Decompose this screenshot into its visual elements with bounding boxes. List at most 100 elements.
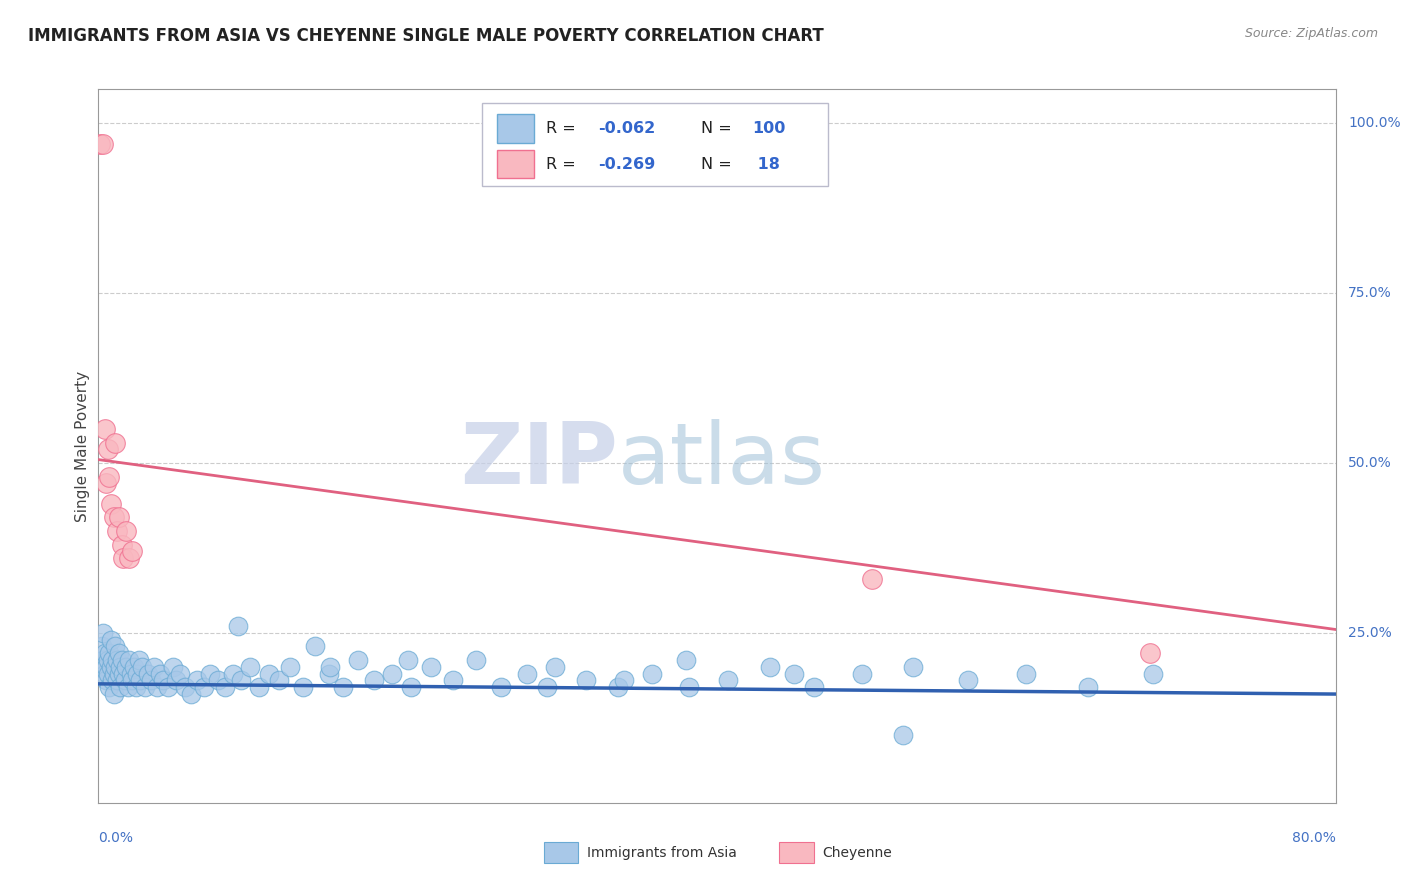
Point <box>108 680 131 694</box>
Point <box>114 673 136 688</box>
Point <box>675 653 697 667</box>
Text: Source: ZipAtlas.com: Source: ZipAtlas.com <box>1244 27 1378 40</box>
Point <box>105 673 128 688</box>
Point <box>157 680 180 694</box>
Point <box>115 660 138 674</box>
Point <box>117 680 139 694</box>
Point <box>90 640 112 654</box>
Point <box>783 666 806 681</box>
Text: atlas: atlas <box>619 418 827 502</box>
Point <box>574 673 596 688</box>
Point <box>89 660 111 674</box>
Point <box>100 632 122 647</box>
Point <box>98 646 121 660</box>
Point <box>107 666 129 681</box>
Point <box>269 673 291 688</box>
Point <box>139 673 162 688</box>
Point <box>104 640 127 654</box>
Point <box>108 660 131 674</box>
Point <box>381 666 404 681</box>
Point <box>860 572 883 586</box>
Text: N =: N = <box>702 121 737 136</box>
Point <box>100 660 122 674</box>
Point <box>247 680 270 694</box>
Text: R =: R = <box>547 121 581 136</box>
Point <box>174 680 197 694</box>
Text: 80.0%: 80.0% <box>1292 831 1336 846</box>
Point <box>115 524 138 538</box>
Text: ZIP: ZIP <box>460 418 619 502</box>
Point <box>516 666 538 681</box>
Text: 100: 100 <box>752 121 785 136</box>
Point <box>122 660 145 674</box>
Text: R =: R = <box>547 157 581 171</box>
Text: 0.0%: 0.0% <box>98 831 134 846</box>
Point <box>613 673 636 688</box>
Point <box>105 653 128 667</box>
Point <box>107 510 129 524</box>
Point <box>758 660 780 674</box>
Point <box>278 660 301 674</box>
FancyBboxPatch shape <box>779 842 814 863</box>
Text: 25.0%: 25.0% <box>1348 626 1392 640</box>
Point <box>121 544 143 558</box>
Point <box>169 666 191 681</box>
Point <box>118 551 141 566</box>
Text: 18: 18 <box>752 157 779 171</box>
Point <box>186 673 208 688</box>
Point <box>97 442 120 457</box>
Point <box>193 680 215 694</box>
Text: 100.0%: 100.0% <box>1348 116 1400 130</box>
Point <box>129 673 152 688</box>
Point <box>304 640 326 654</box>
Point <box>128 653 150 667</box>
Point <box>104 660 127 674</box>
Point <box>111 537 132 551</box>
Point <box>103 666 125 681</box>
Point <box>93 646 115 660</box>
Point <box>127 666 149 681</box>
Point <box>134 680 156 694</box>
Point <box>214 680 236 694</box>
Point <box>419 660 441 674</box>
Point <box>91 626 114 640</box>
Point <box>91 653 114 667</box>
Point <box>89 136 111 151</box>
Point <box>152 673 174 688</box>
Point <box>1077 680 1099 694</box>
Point <box>97 653 120 667</box>
Point <box>536 680 558 694</box>
Point <box>146 680 169 694</box>
Point <box>91 136 114 151</box>
Point <box>489 680 512 694</box>
Point <box>120 666 142 681</box>
Text: -0.269: -0.269 <box>599 157 655 171</box>
Point <box>347 653 370 667</box>
Point <box>291 680 314 694</box>
Y-axis label: Single Male Poverty: Single Male Poverty <box>75 370 90 522</box>
Point <box>165 673 187 688</box>
Point <box>96 673 118 688</box>
Text: IMMIGRANTS FROM ASIA VS CHEYENNE SINGLE MALE POVERTY CORRELATION CHART: IMMIGRANTS FROM ASIA VS CHEYENNE SINGLE … <box>28 27 824 45</box>
Point <box>956 673 979 688</box>
Point <box>104 435 127 450</box>
Point <box>98 469 121 483</box>
Point <box>143 660 166 674</box>
Point <box>121 673 143 688</box>
Point <box>101 653 124 667</box>
Point <box>641 666 664 681</box>
Point <box>97 666 120 681</box>
Point <box>239 660 262 674</box>
Point <box>112 551 135 566</box>
Point <box>891 728 914 742</box>
Point <box>396 653 419 667</box>
Point <box>1015 666 1038 681</box>
FancyBboxPatch shape <box>482 103 828 186</box>
Text: -0.062: -0.062 <box>599 121 655 136</box>
Text: 50.0%: 50.0% <box>1348 456 1392 470</box>
Point <box>229 673 252 688</box>
Point <box>198 666 221 681</box>
Point <box>222 666 245 681</box>
Point <box>131 660 153 674</box>
Point <box>803 680 825 694</box>
